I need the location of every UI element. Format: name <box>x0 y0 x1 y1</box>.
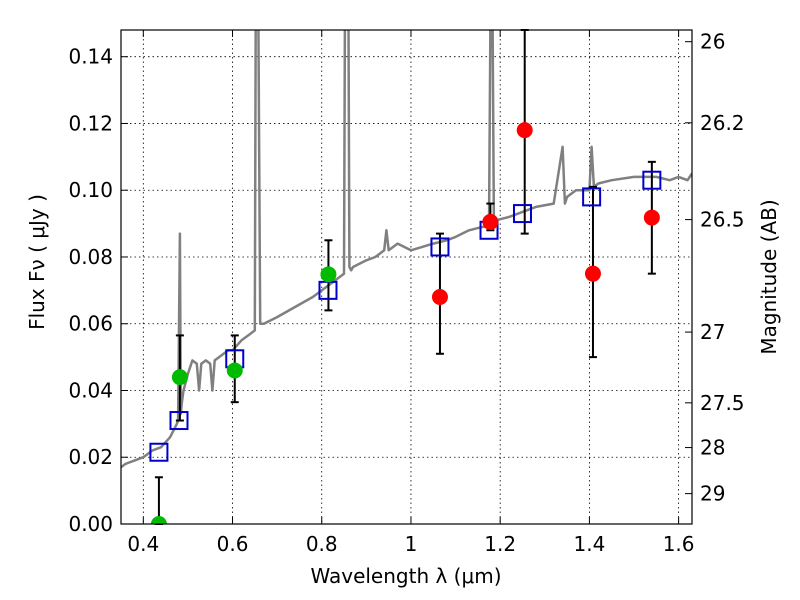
y2-tick-label: 28 <box>700 436 725 460</box>
plot-frame <box>120 29 693 525</box>
y-tick-labels: 0.00 0.02 0.04 0.06 0.08 0.10 0.12 0.14 <box>68 45 113 536</box>
y2-axis-label: Magnitude (AB) <box>757 199 781 354</box>
x-tick-label: 0.4 <box>127 532 159 556</box>
y2-tick-labels: 26 26.2 26.5 27 27.5 28 29 <box>700 30 745 506</box>
y-tick-label: 0.04 <box>68 378 113 402</box>
observed-green-point <box>226 362 243 379</box>
spectrum-line <box>121 30 692 469</box>
y2-tick-label: 27.5 <box>700 391 745 415</box>
observed-green-point <box>320 266 337 283</box>
y2-tick-label: 27 <box>700 320 725 344</box>
x-tick-label: 1.2 <box>484 532 516 556</box>
spectrum-series <box>121 30 692 469</box>
observed-red-point <box>516 122 533 139</box>
tick-group <box>121 30 692 525</box>
x-axis-label: Wavelength λ (μm) <box>310 564 501 588</box>
y2-tick-label: 26.5 <box>700 208 745 232</box>
x-tick-label: 1.4 <box>573 532 605 556</box>
model-photometry-square <box>512 204 532 224</box>
model-photometry-square <box>169 411 189 431</box>
model-photometry-square <box>430 237 450 257</box>
y-tick-label: 0.08 <box>68 245 113 269</box>
y2-tick-label: 26.2 <box>700 111 745 135</box>
y2-tick-label: 29 <box>700 482 725 506</box>
observed-red-point <box>482 213 499 230</box>
observed-red-point <box>431 289 448 306</box>
observed-red-point <box>584 265 601 282</box>
observed-points-series <box>150 122 660 524</box>
y-tick-label: 0.12 <box>68 111 113 135</box>
y-tick-label: 0.10 <box>68 178 113 202</box>
x-tick-label: 1 <box>405 532 418 556</box>
x-tick-label: 0.8 <box>306 532 338 556</box>
observed-red-point <box>643 209 660 226</box>
model-photometry-square <box>642 170 662 190</box>
y-tick-label: 0.02 <box>68 445 113 469</box>
observed-green-point <box>150 516 167 524</box>
y-tick-label: 0.14 <box>68 45 113 69</box>
observed-green-point <box>171 369 188 386</box>
y-tick-label: 0.00 <box>68 512 113 536</box>
y-tick-label: 0.06 <box>68 312 113 336</box>
x-tick-labels: 0.4 0.6 0.8 1 1.2 1.4 1.6 <box>127 532 694 556</box>
y2-tick-label: 26 <box>700 30 725 54</box>
x-tick-label: 1.6 <box>663 532 695 556</box>
model-photometry-square <box>149 442 169 462</box>
y-axis-label: Flux Fν ( μJy ) <box>25 194 49 330</box>
model-photometry-square <box>582 187 602 207</box>
x-tick-label: 0.6 <box>217 532 249 556</box>
